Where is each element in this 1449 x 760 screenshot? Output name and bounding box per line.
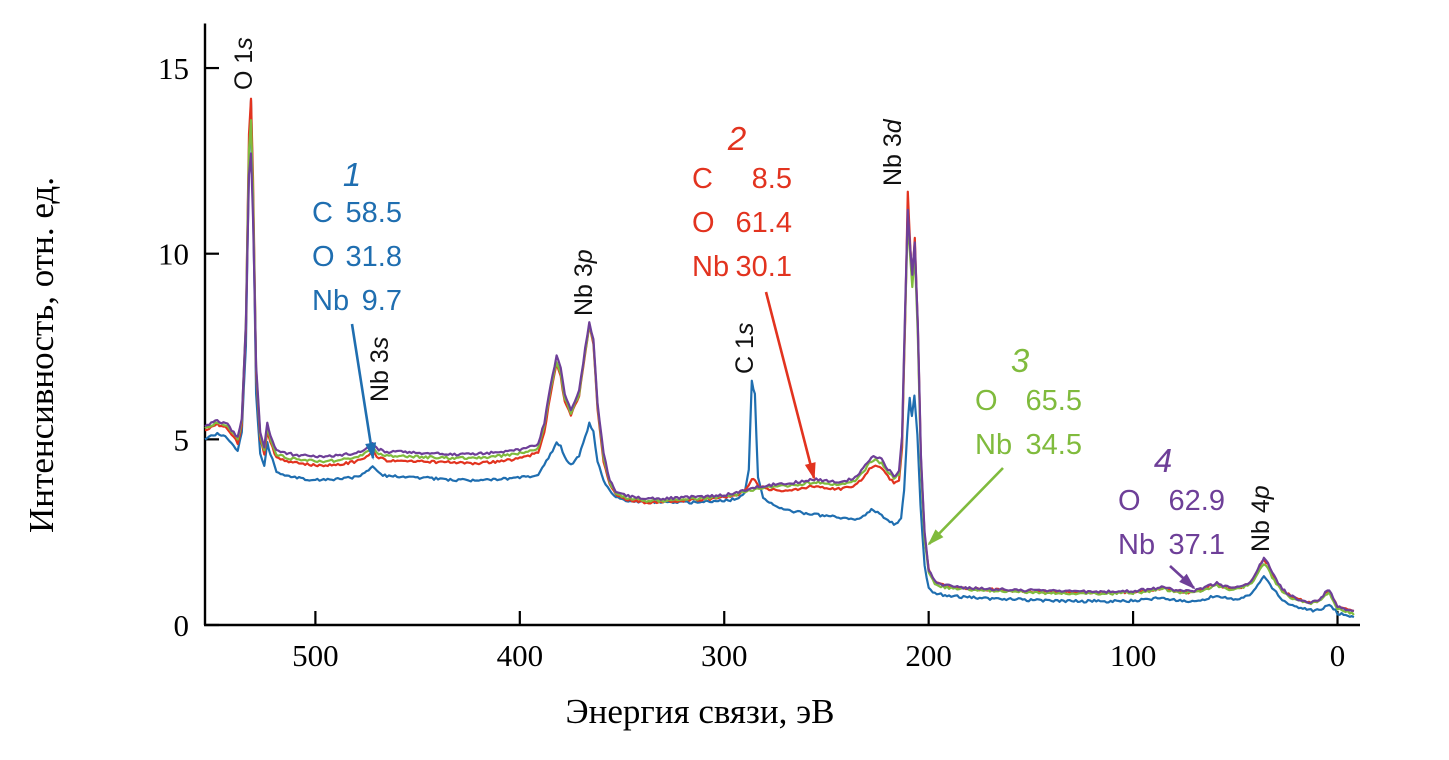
peak-label: Nb 3d <box>879 118 907 186</box>
annotation-arrowhead <box>927 529 944 546</box>
y-tick-label: 10 <box>158 237 189 272</box>
annotation-arrowhead <box>804 462 816 480</box>
annotation-arrow <box>928 467 1004 545</box>
x-axis-title: Энергия связи, эВ <box>565 692 835 731</box>
annotation-line: O 62.9 <box>1118 485 1225 517</box>
annotation-arrowhead <box>365 442 377 460</box>
x-tick-label: 400 <box>497 638 544 673</box>
annotation-number: 4 <box>1154 442 1172 479</box>
peak-label: Nb 4p <box>1247 485 1275 552</box>
x-tick-label: 300 <box>701 638 748 673</box>
annotation-arrowhead <box>1179 573 1196 590</box>
annotation-line: Nb 37.1 <box>1118 529 1225 561</box>
annotation-arrow <box>764 291 816 479</box>
annotation-line: C 58.5 <box>312 197 402 229</box>
spectrum-series-1 <box>204 99 1355 619</box>
peak-label: Nb 3s <box>366 337 394 402</box>
annotation-line: Nb 34.5 <box>975 429 1082 461</box>
annotation-number: 1 <box>343 156 361 193</box>
x-tick-label: 0 <box>1330 638 1346 673</box>
annotation-number: 2 <box>727 120 746 157</box>
y-tick-label: 5 <box>174 422 190 457</box>
annotation-line: C 8.5 <box>692 163 792 195</box>
y-tick-label: 0 <box>174 608 190 643</box>
x-tick-label: 200 <box>905 638 952 673</box>
spectrum-series-4 <box>204 152 1355 613</box>
x-tick-label: 500 <box>292 638 339 673</box>
peak-label: C 1s <box>731 323 759 374</box>
peak-label: Nb 3p <box>570 249 598 316</box>
annotation-line: O 31.8 <box>312 241 402 273</box>
y-tick-label: 15 <box>158 51 189 86</box>
annotation-line: O 65.5 <box>975 385 1082 417</box>
y-axis-title: Интенсивность, отн. ед. <box>22 177 61 533</box>
annotation-arrow <box>350 323 375 459</box>
x-tick-label: 100 <box>1110 638 1157 673</box>
annotation-line: O 61.4 <box>692 207 792 239</box>
spectrum-series-3 <box>204 119 1355 616</box>
annotation-number: 3 <box>1011 342 1030 379</box>
annotation-line: Nb 30.1 <box>692 251 792 283</box>
annotation-line: Nb 9.7 <box>312 285 402 317</box>
peak-label: O 1s <box>230 37 258 90</box>
